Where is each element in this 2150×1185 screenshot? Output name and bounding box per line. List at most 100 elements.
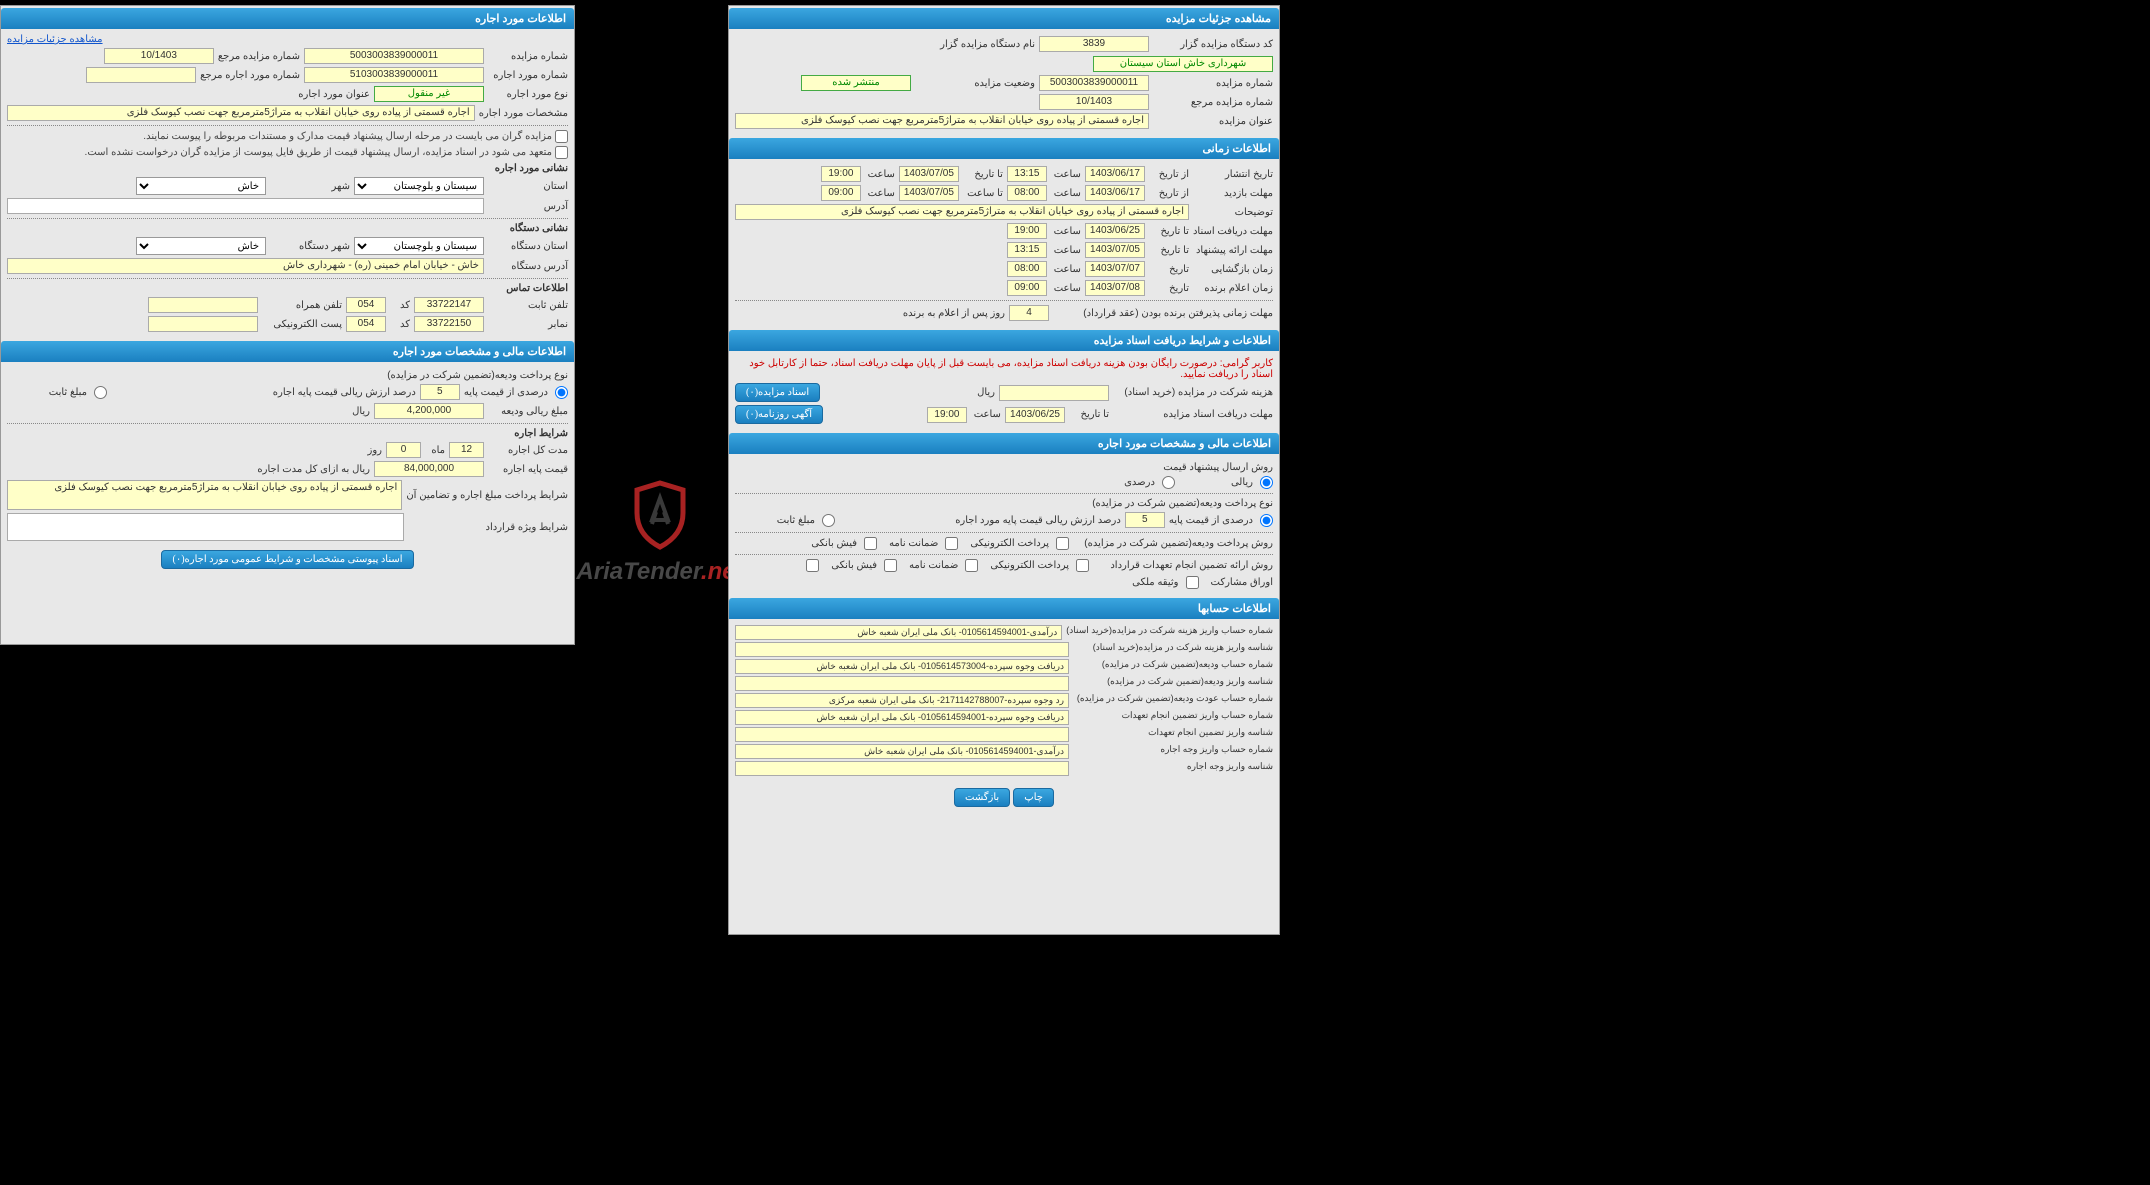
subject-lbl: عنوان مزایده xyxy=(1153,116,1273,127)
win-time: 09:00 xyxy=(1007,280,1047,296)
deposit-type-lbl2: نوع پرداخت ودیعه(تضمین شرکت در مزایده) xyxy=(735,498,1273,509)
deposit-val: 4,200,000 xyxy=(374,403,484,419)
fixed-lbl: مبلغ ثابت xyxy=(7,387,87,398)
warn-text: کاربر گرامی: درصورت رایگان بودن هزینه در… xyxy=(735,358,1273,380)
pub-lbl: تاریخ انتشار xyxy=(1193,169,1273,180)
note1: مزایده گران می بایست در مرحله ارسال پیشن… xyxy=(7,130,568,143)
org-city-select[interactable]: خاش xyxy=(136,237,266,255)
note1-chk[interactable] xyxy=(555,130,568,143)
sec-fin2-head: اطلاعات مالی و مشخصات مورد اجاره xyxy=(729,433,1279,454)
commit-lbl: روش ارائه تضمین انجام تعهدات قرارداد xyxy=(1093,560,1273,571)
a6: دریافت وجوه سپرده-0105614594001- بانک مل… xyxy=(735,710,1069,725)
pct2-radio[interactable] xyxy=(1260,514,1273,527)
btn-adv[interactable]: آگهی روزنامه(۰) xyxy=(735,405,823,424)
note2: متعهد می شود در اسناد مزایده، ارسال پیشن… xyxy=(7,146,568,159)
org-province-select[interactable]: سیستان و بلوچستان xyxy=(354,237,484,255)
a4-lbl: شناسه واریز ودیعه(تضمین شرکت در مزایده) xyxy=(1073,676,1273,691)
open-lbl: زمان بازگشایی xyxy=(1193,264,1273,275)
org-name-lbl: نام دستگاه مزایده گزار xyxy=(915,39,1035,50)
a8: درآمدی-0105614594001- بانک ملی ایران شعب… xyxy=(735,744,1069,759)
btn-back[interactable]: بازگشت xyxy=(954,788,1010,807)
cc5-chk[interactable] xyxy=(1186,576,1199,589)
pay-method-lbl: روش پرداخت ودیعه(تضمین شرکت در مزایده) xyxy=(1073,538,1273,549)
rial-lbl: ریال xyxy=(340,406,370,417)
base-price-lbl: قیمت پایه اجاره xyxy=(488,464,568,475)
desc-lbl: توضیحات xyxy=(1193,207,1273,218)
a2 xyxy=(735,642,1069,657)
a3: دریافت وجوه سپرده-0105614573004- بانک مل… xyxy=(735,659,1069,674)
btn-doc[interactable]: اسناد مزایده(۰) xyxy=(735,383,820,402)
watermark-text: AriaTender.net xyxy=(576,558,743,586)
cc3-chk[interactable] xyxy=(884,559,897,572)
a3-lbl: شماره حساب ودیعه(تضمین شرکت در مزایده) xyxy=(1073,659,1273,674)
auction-no-val2: 5003003839000011 xyxy=(1039,75,1149,91)
view-details-link[interactable]: مشاهده جزئیات مزایده xyxy=(7,34,103,45)
pct-val: 5 xyxy=(420,384,460,400)
visit-to-time: 09:00 xyxy=(821,185,861,201)
pay-cond-lbl: شرایط پرداخت مبلغ اجاره و تضامین آن xyxy=(406,490,568,501)
doc-time: 19:00 xyxy=(1007,223,1047,239)
code-lbl: کد دستگاه مزایده گزار xyxy=(1153,39,1273,50)
auction-no-lbl: شماره مزایده xyxy=(488,51,568,62)
win-lbl: زمان اعلام برنده xyxy=(1193,283,1273,294)
c1-chk[interactable] xyxy=(1056,537,1069,550)
lease-type-lbl: نوع مورد اجاره xyxy=(488,89,568,100)
addr-title: نشانی مورد اجاره xyxy=(7,163,568,174)
cc1-chk[interactable] xyxy=(1076,559,1089,572)
doc-to: 1403/06/25 xyxy=(1085,223,1145,239)
a5: رد وجوه سپرده-2171142788007- بانک ملی ای… xyxy=(735,693,1069,708)
fax-code-lbl: کد xyxy=(390,319,410,330)
a4 xyxy=(735,676,1069,691)
fax-lbl: نمابر xyxy=(488,319,568,330)
status-lbl: وضعیت مزایده xyxy=(915,78,1035,89)
province-select[interactable]: سیستان و بلوچستان xyxy=(354,177,484,195)
auction-no-lbl2: شماره مزایده xyxy=(1153,78,1273,89)
sec-lease-info-head: اطلاعات مورد اجاره xyxy=(1,8,574,29)
c3-chk[interactable] xyxy=(864,537,877,550)
offer-time: 13:15 xyxy=(1007,242,1047,258)
btn-print[interactable]: چاپ xyxy=(1013,788,1054,807)
ref-auction-lbl: شماره مزایده مرجع xyxy=(218,51,300,62)
base-price-after: ریال به ازای کل مدت اجاره xyxy=(210,464,370,475)
left-panel: اطلاعات مورد اجاره مشاهده جزئیات مزایده … xyxy=(0,5,575,645)
sec-doc-head: اطلاعات و شرایط دریافت اسناد مزایده xyxy=(729,330,1279,351)
ref-auction-no: 10/1403 xyxy=(104,48,214,64)
status-val: منتشر شده xyxy=(801,75,911,91)
visit-time: 08:00 xyxy=(1007,185,1047,201)
sec-detail-head: مشاهده جزئیات مزایده xyxy=(729,8,1279,29)
org-addr: خاش - خیابان امام خمینی (ره) - شهرداری خ… xyxy=(7,258,484,274)
special-box[interactable] xyxy=(7,513,404,541)
r2-radio[interactable] xyxy=(1162,476,1175,489)
pub-to: 1403/07/05 xyxy=(899,166,959,182)
pct2-val: 5 xyxy=(1125,512,1165,528)
cc2-chk[interactable] xyxy=(965,559,978,572)
attach-docs-btn[interactable]: اسناد پیوستی مشخصات و شرایط عمومی مورد ا… xyxy=(161,550,413,569)
days-lbl: روز xyxy=(362,445,382,456)
fixed-radio[interactable] xyxy=(94,386,107,399)
cc4-chk[interactable] xyxy=(806,559,819,572)
city-select[interactable]: خاش xyxy=(136,177,266,195)
desc-val: اجاره قسمتی از پیاده روی خیابان انقلاب ب… xyxy=(735,204,1189,220)
address-lbl: آدرس xyxy=(488,201,568,212)
org-addr-lbl: آدرس دستگاه xyxy=(488,261,568,272)
pay-cond-val: اجاره قسمتی از پیاده روی خیابان انقلاب ب… xyxy=(7,480,402,510)
accept-lbl: مهلت زمانی پذیرفتن برنده بودن (عقد قرارد… xyxy=(1053,308,1273,319)
a2-lbl: شناسه واریز هزینه شرکت در مزایده(خرید اس… xyxy=(1073,642,1273,657)
subject-val: اجاره قسمتی از پیاده روی خیابان انقلاب ب… xyxy=(735,113,1149,129)
address-box[interactable] xyxy=(7,198,484,214)
pub-time: 13:15 xyxy=(1007,166,1047,182)
right-panel: مشاهده جزئیات مزایده کد دستگاه مزایده گز… xyxy=(728,5,1280,935)
org-province-lbl: استان دستگاه xyxy=(488,241,568,252)
lease-no-lbl: شماره مورد اجاره xyxy=(488,70,568,81)
lease-type: غیر منقول xyxy=(374,86,484,102)
fixed2-radio[interactable] xyxy=(822,514,835,527)
note2-chk[interactable] xyxy=(555,146,568,159)
pct-radio[interactable] xyxy=(555,386,568,399)
c2-chk[interactable] xyxy=(945,537,958,550)
sec-fin-head: اطلاعات مالی و مشخصات مورد اجاره xyxy=(1,341,574,362)
fee-lbl: هزینه شرکت در مزایده (خرید اسناد) xyxy=(1113,387,1273,398)
sec-acct-head: اطلاعات حسابها xyxy=(729,598,1279,619)
a1-lbl: شماره حساب واریز هزینه شرکت در مزایده(خر… xyxy=(1066,625,1273,640)
r1-radio[interactable] xyxy=(1260,476,1273,489)
visit-lbl: مهلت بازدید xyxy=(1193,188,1273,199)
